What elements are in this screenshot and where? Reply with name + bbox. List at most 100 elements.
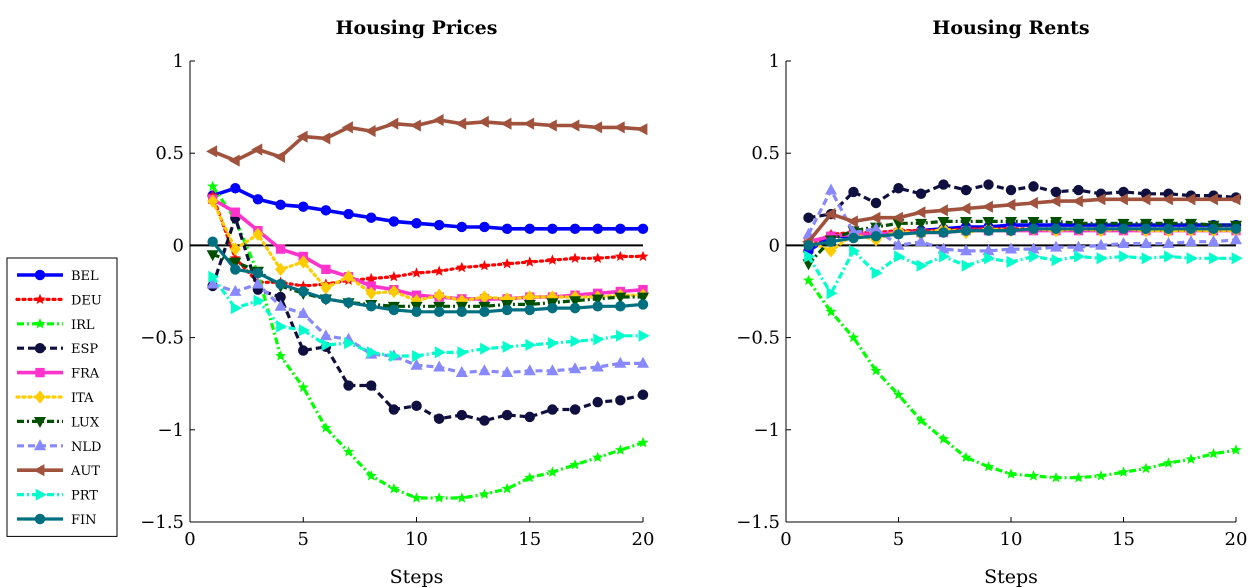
data-point-fin bbox=[983, 225, 994, 236]
data-point-ita bbox=[252, 227, 264, 241]
legend: BEL DEU IRL ESP FRA ITA LUX NLD AUT PRT FIN bbox=[6, 257, 118, 537]
data-point-fin bbox=[547, 302, 558, 314]
data-point-fin bbox=[1118, 223, 1129, 235]
data-point-irl bbox=[433, 492, 445, 503]
data-point-fin bbox=[1073, 223, 1084, 235]
data-point-irl bbox=[1140, 462, 1152, 474]
data-point-prt bbox=[502, 340, 514, 353]
data-point-esp bbox=[524, 411, 535, 423]
data-point-bel bbox=[433, 219, 445, 231]
data-point-deu bbox=[637, 250, 649, 262]
x-tick-label: 5 bbox=[893, 529, 904, 550]
data-point-aut bbox=[206, 145, 218, 158]
data-point-esp bbox=[298, 345, 309, 356]
data-point-nld bbox=[1207, 235, 1220, 247]
data-point-fin bbox=[230, 264, 241, 275]
data-point-nld bbox=[982, 244, 995, 256]
data-point-lux bbox=[915, 218, 927, 230]
data-point-aut bbox=[636, 123, 648, 136]
data-point-irl bbox=[275, 350, 287, 361]
data-point-aut bbox=[1206, 193, 1218, 206]
data-point-bel bbox=[501, 223, 513, 235]
data-point-irl bbox=[983, 460, 994, 472]
data-point-fin bbox=[1163, 223, 1174, 235]
series-line-lux bbox=[807, 219, 1236, 265]
legend-marker bbox=[33, 464, 45, 477]
data-point-bel bbox=[388, 216, 400, 227]
data-point-irl bbox=[365, 470, 377, 481]
data-point-prt bbox=[1119, 250, 1131, 263]
data-point-irl bbox=[1185, 453, 1197, 464]
data-point-prt bbox=[593, 333, 605, 346]
chart-title: Housing Rents bbox=[932, 17, 1089, 39]
data-point-bel bbox=[547, 223, 558, 235]
housing-rents-panel: Housing Rents−1.5−1−0.500.510 5 10 15 20Step… bbox=[736, 17, 1247, 587]
data-point-aut bbox=[432, 114, 444, 127]
data-point-deu bbox=[614, 250, 626, 262]
legend-marker bbox=[34, 318, 46, 329]
data-point-irl bbox=[825, 306, 837, 317]
data-point-fin bbox=[825, 236, 837, 247]
data-point-aut bbox=[409, 119, 421, 132]
series-deu bbox=[207, 189, 649, 291]
data-point-esp bbox=[615, 395, 626, 406]
data-point-prt bbox=[804, 250, 816, 263]
data-point-irl bbox=[915, 414, 927, 426]
data-point-esp bbox=[915, 188, 927, 199]
data-point-fin bbox=[365, 301, 377, 312]
data-point-prt bbox=[615, 329, 627, 342]
data-point-nld bbox=[960, 244, 972, 256]
data-point-aut bbox=[824, 208, 836, 221]
data-point-esp bbox=[501, 409, 513, 421]
data-point-aut bbox=[1004, 198, 1016, 211]
data-point-aut bbox=[914, 206, 926, 219]
data-point-nld bbox=[825, 183, 837, 195]
data-point-fin bbox=[803, 240, 814, 251]
y-tick-label: 0 bbox=[173, 235, 184, 256]
data-point-nld bbox=[1050, 240, 1062, 252]
legend-entry-irl: IRL bbox=[17, 318, 95, 333]
data-point-nld bbox=[1185, 235, 1197, 247]
data-point-ita bbox=[320, 281, 332, 295]
data-point-prt bbox=[457, 346, 469, 359]
data-point-esp bbox=[433, 413, 445, 424]
data-point-aut bbox=[274, 150, 285, 163]
data-point-nld bbox=[591, 360, 604, 372]
data-point-fin bbox=[1095, 223, 1107, 235]
data-point-deu bbox=[524, 256, 536, 267]
data-point-prt bbox=[1096, 252, 1108, 265]
data-point-aut bbox=[891, 211, 903, 224]
x-tick-label: 20 bbox=[632, 529, 655, 550]
data-point-aut bbox=[364, 125, 376, 138]
data-point-fin bbox=[501, 304, 513, 316]
series-fra bbox=[207, 194, 648, 304]
data-point-nld bbox=[501, 366, 514, 377]
y-tick-label: 0.5 bbox=[155, 143, 184, 164]
y-tick-label: −1 bbox=[753, 420, 780, 441]
legend-marker bbox=[35, 367, 45, 378]
series-irl bbox=[803, 274, 1242, 483]
data-point-nld bbox=[523, 364, 536, 376]
data-point-bel bbox=[230, 183, 241, 194]
x-tick-label: 15 bbox=[1112, 529, 1135, 550]
data-point-aut bbox=[477, 115, 489, 128]
series-prt bbox=[804, 244, 1243, 300]
data-point-fin bbox=[207, 236, 218, 247]
data-point-prt bbox=[984, 252, 996, 265]
data-point-lux bbox=[569, 296, 582, 308]
data-point-aut bbox=[1026, 196, 1038, 209]
data-point-fin bbox=[1028, 223, 1039, 235]
data-point-fin bbox=[848, 232, 859, 244]
data-point-lux bbox=[960, 217, 972, 228]
data-point-prt bbox=[939, 250, 951, 263]
data-point-esp bbox=[1028, 181, 1039, 192]
series-aut bbox=[206, 114, 648, 167]
data-point-prt bbox=[1186, 252, 1198, 265]
data-point-deu bbox=[297, 280, 309, 291]
legend-entry-deu: DEU bbox=[15, 293, 102, 308]
x-tick-label: 20 bbox=[1225, 529, 1248, 550]
legend-label: BEL bbox=[71, 269, 99, 284]
legend-marker bbox=[34, 513, 46, 525]
legend-marker bbox=[34, 439, 46, 451]
series-aut bbox=[801, 193, 1241, 248]
